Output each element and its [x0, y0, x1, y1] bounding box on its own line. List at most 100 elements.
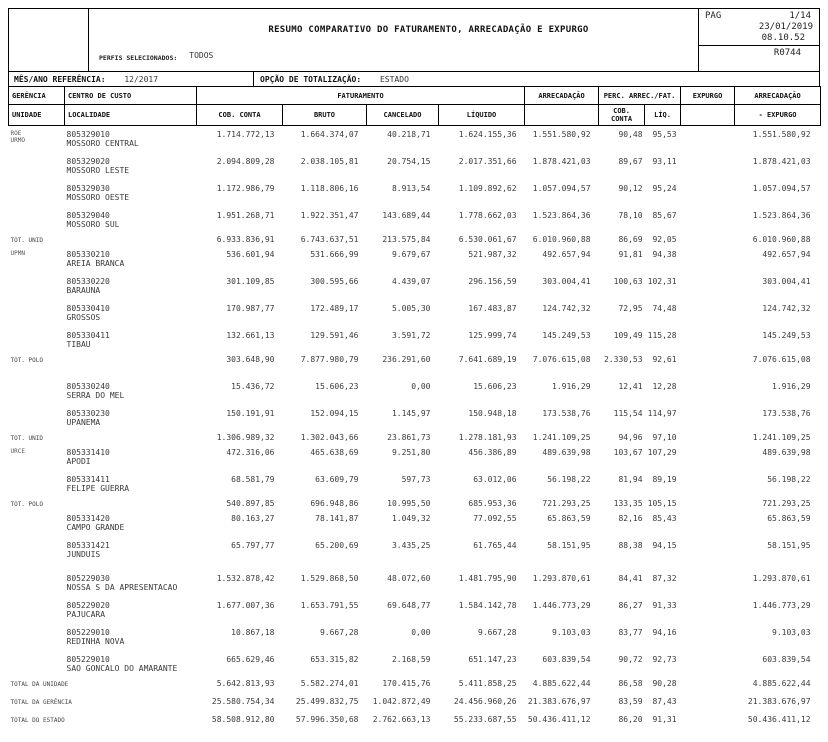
value-cell: 173.538,76: [542, 408, 591, 418]
value-cell: 65.863,59: [547, 513, 591, 523]
table-row: 805329030 MOSSORO OESTE 1.172.986,79 1.118.…: [9, 180, 821, 207]
col-localidade: LOCALIDADE: [64, 104, 197, 126]
value-cell: 124.742,32: [542, 303, 591, 313]
value-cell: 90,72: [618, 654, 643, 664]
total-label: TOT. POLO: [10, 500, 44, 508]
value-cell: 5.582.274,01: [300, 678, 359, 688]
value-cell: 1.042.872,49: [372, 696, 431, 706]
report-code: R0744: [699, 45, 819, 71]
value-cell: 90,12: [618, 183, 643, 193]
table-row: 805330411 TIBAU 132.661,13 129.591,46 3.591,…: [9, 327, 821, 354]
value-cell: 145.249,53: [762, 330, 811, 340]
gerencia-label: [9, 378, 65, 405]
mes-ano-referencia: MÊS/ANO REFERÊNCIA: 12/2017: [9, 72, 254, 86]
total-label: TOT. UNID: [10, 236, 44, 244]
value-cell: 1.523.864,36: [532, 210, 591, 220]
value-cell: 1.551.580,92: [532, 130, 591, 139]
value-cell: 74,48: [652, 303, 677, 313]
value-cell: 94,15: [652, 540, 677, 550]
value-cell: 72,95: [618, 303, 643, 313]
page-number: 1/14: [789, 11, 811, 21]
totalizacao-value: ESTADO: [379, 75, 409, 84]
value-cell: 58.151,95: [547, 540, 591, 550]
value-cell: 58.508.912,80: [211, 714, 275, 724]
value-cell: 173.538,76: [762, 408, 811, 418]
value-cell: 1.878.421,03: [532, 156, 591, 166]
total-row: TOT. POLO 303.648,90 7.877.980,79 236.291,6…: [9, 354, 821, 366]
localidade-name: SAO GONCALO DO AMARANTE: [66, 663, 178, 673]
col-bruto: BRUTO: [282, 104, 367, 126]
centro-code: 805330220: [66, 276, 110, 286]
value-cell: 63.012,06: [473, 474, 517, 484]
value-cell: 86,58: [618, 678, 643, 688]
table-row: 805329040 MOSSORO SUL 1.951.268,71 1.922.35…: [9, 207, 821, 234]
value-cell: 50.436.411,12: [527, 714, 591, 724]
opcao-totalizacao: OPÇÃO DE TOTALIZAÇÃO: ESTADO: [254, 72, 819, 86]
value-cell: 91,33: [652, 600, 677, 610]
gerencia-label: [9, 471, 65, 498]
value-cell: 21.383.676,97: [747, 696, 811, 706]
table-row: 805229030 NOSSA S DA APRESENTACAO 1.532.87…: [9, 570, 821, 597]
localidade-name: MOSSORO OESTE: [66, 192, 130, 202]
value-cell: 10.995,50: [387, 498, 431, 508]
value-cell: 1.446.773,29: [752, 600, 811, 610]
value-cell: 56.198,22: [767, 474, 811, 484]
value-cell: 133,35: [613, 498, 643, 508]
table-row: 805329020 MOSSORO LESTE 2.094.809,28 2.038.…: [9, 153, 821, 180]
value-cell: 696.948,86: [310, 498, 359, 508]
value-cell: [681, 234, 735, 246]
total-label: TOT. UNID: [10, 434, 44, 442]
value-cell: 9.251,80: [391, 447, 431, 457]
localidade-name: NOSSA S DA APRESENTACAO: [66, 582, 178, 592]
value-cell: 61.765,44: [473, 540, 517, 550]
value-cell: 2.017.351,66: [458, 156, 517, 166]
value-cell: 1.653.791,55: [300, 600, 359, 610]
col-perc-arrec-fat: PERC. ARREC./FAT.: [598, 86, 682, 105]
value-cell: [681, 180, 735, 207]
centro-de-custo-cell: [65, 498, 197, 510]
value-cell: 1.109.892,62: [458, 183, 517, 193]
centro-code: 805229010: [66, 654, 110, 664]
value-cell: 86,20: [618, 714, 643, 724]
page-number-line: PAG 1/14: [699, 9, 819, 21]
value-cell: 1.584.142,78: [458, 600, 517, 610]
centro-de-custo-cell: [65, 234, 197, 246]
value-cell: 84,41: [618, 573, 643, 583]
centro-code: 805330411: [66, 330, 110, 340]
value-cell: 15.606,23: [315, 381, 359, 391]
value-cell: 1.664.374,07: [300, 130, 359, 139]
centro-de-custo-cell: 805330210 AREIA BRANCA: [65, 246, 197, 273]
value-cell: 57.996.350,68: [295, 714, 359, 724]
value-cell: 94,38: [652, 249, 677, 259]
col-perc-liq: LÍQ.: [644, 104, 682, 126]
value-cell: 92,61: [652, 354, 677, 364]
col-gerencia: GERÊNCIA: [8, 86, 65, 105]
value-cell: 5.642.813,93: [216, 678, 275, 688]
value-cell: 86,27: [618, 600, 643, 610]
value-cell: 86,69: [618, 234, 643, 244]
gerencia-label: [9, 180, 65, 207]
value-cell: 3.435,25: [391, 540, 431, 550]
centro-code: 805229030: [66, 573, 110, 583]
value-cell: 1.293.870,61: [532, 573, 591, 583]
col-cob-conta: COB. CONTA: [196, 104, 283, 126]
value-cell: [681, 354, 735, 366]
value-cell: 125.999,74: [468, 330, 517, 340]
value-cell: 115,54: [613, 408, 643, 418]
centro-de-custo-cell: 805229010 REDINHA NOVA: [65, 624, 197, 651]
perfis-value: TODOS: [189, 51, 214, 60]
value-cell: 63.609,79: [315, 474, 359, 484]
report-table: GERÊNCIA CENTRO DE CUSTO FATURAMENTO ARR…: [8, 86, 822, 726]
centro-de-custo-cell: 805330240 SERRA DO MEL: [65, 378, 197, 405]
value-cell: 172.489,17: [310, 303, 359, 313]
centro-de-custo-cell: [65, 714, 197, 726]
value-cell: 2.094.809,28: [216, 156, 275, 166]
value-cell: 6.530.061,67: [458, 234, 517, 244]
gerencia-label: [9, 651, 65, 678]
value-cell: 721.293,25: [542, 498, 591, 508]
table-row: 805330410 GROSSOS 170.987,77 172.489,17 5.00…: [9, 300, 821, 327]
centro-de-custo-cell: 805229010 SAO GONCALO DO AMARANTE: [65, 651, 197, 678]
value-cell: 20.754,15: [387, 156, 431, 166]
value-cell: [681, 696, 735, 708]
centro-code: 805229020: [66, 600, 110, 610]
